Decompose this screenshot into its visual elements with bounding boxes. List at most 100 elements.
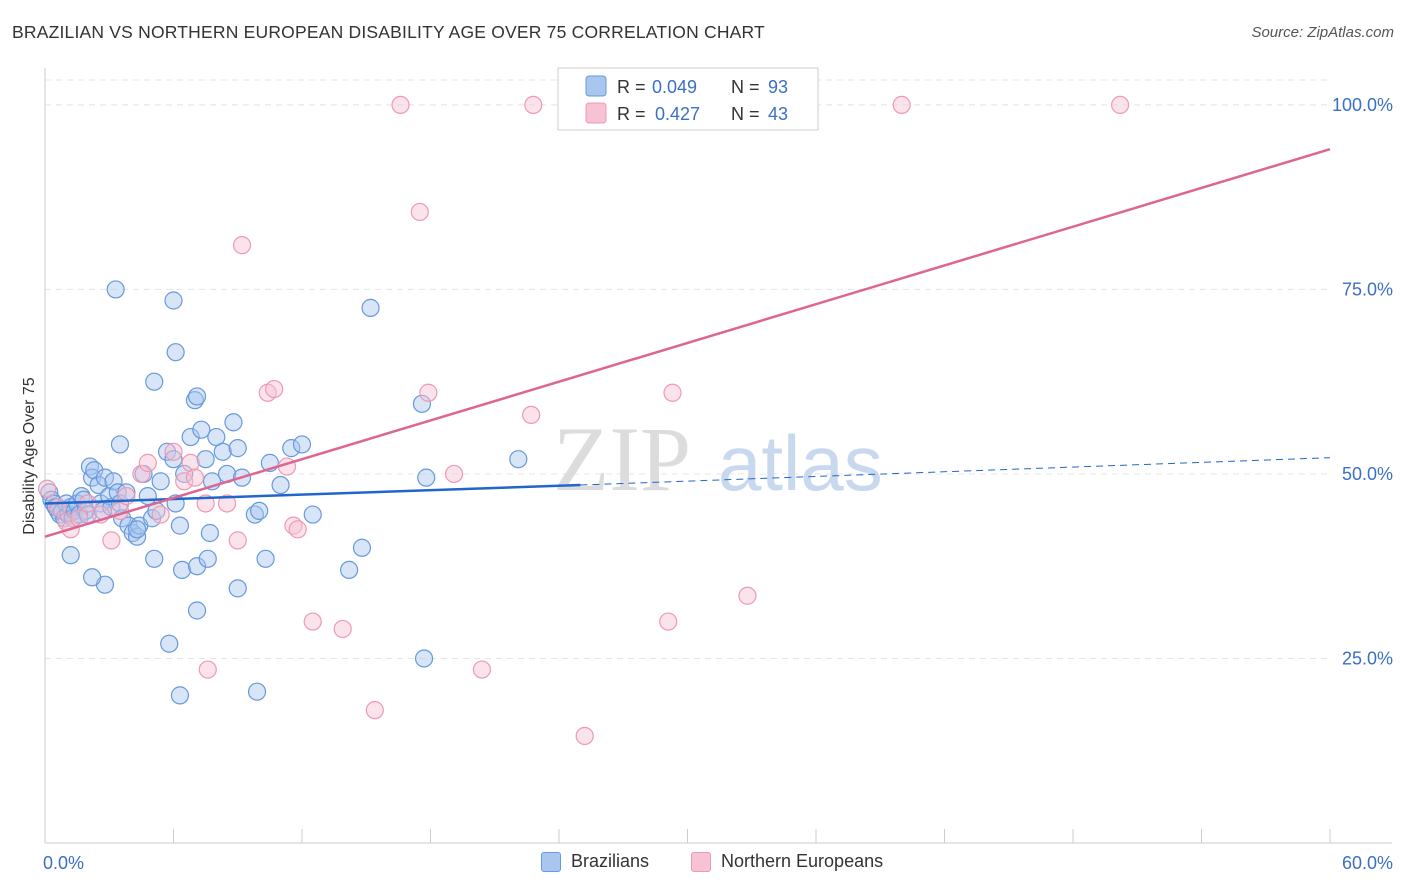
- point-0-64: [303, 505, 322, 524]
- trend-line-brazilians-extension: [580, 457, 1331, 486]
- x-tick-label-1: 60.0%: [1342, 853, 1393, 873]
- point-0-50: [196, 450, 215, 469]
- axes: [44, 68, 1392, 844]
- y-tick-label-0: 25.0%: [1342, 648, 1393, 668]
- point-0-83: [228, 579, 247, 598]
- point-0-70: [361, 298, 380, 317]
- point-0-82: [200, 523, 220, 543]
- point-0-47: [181, 427, 200, 447]
- point-1-19: [228, 531, 247, 550]
- legend-item-brazilians: Brazilians: [541, 851, 649, 872]
- point-0-81: [198, 549, 217, 568]
- point-0-73: [417, 468, 436, 487]
- point-0-86: [352, 538, 372, 557]
- point-1-42: [198, 660, 217, 679]
- point-0-71: [412, 394, 432, 413]
- legend-swatch-northern-europeans-bottom: [691, 851, 711, 872]
- point-0-38: [138, 486, 157, 506]
- point-1-12: [151, 505, 170, 524]
- y-tick-label-3: 100.0%: [1332, 95, 1393, 115]
- point-0-61: [271, 475, 290, 495]
- watermark-atlas: atlas: [718, 419, 883, 507]
- point-0-85: [340, 560, 359, 580]
- point-1-18: [217, 494, 237, 513]
- point-0-63: [292, 435, 312, 454]
- point-0-72: [509, 450, 528, 469]
- point-0-77: [83, 568, 102, 587]
- point-0-67: [166, 343, 185, 362]
- legend-top: R = 0.049 N = 93 R = 0.427 N = 43: [557, 67, 819, 131]
- trend-line-brazilians: [44, 483, 581, 505]
- legend-r-label-1: R =: [617, 104, 646, 124]
- point-0-87: [187, 601, 207, 620]
- point-1-41: [1111, 95, 1130, 115]
- point-0-46: [175, 464, 194, 484]
- point-1-16: [185, 468, 205, 487]
- legend-n-value-0: 93: [768, 77, 788, 97]
- point-1-29: [391, 95, 410, 115]
- point-1-1: [48, 498, 67, 517]
- series-northern-europeans-points: [38, 95, 1130, 746]
- point-0-74: [110, 435, 130, 454]
- legend-swatch-brazilians: [585, 75, 607, 97]
- point-1-30: [410, 202, 429, 222]
- legend-r-value-1: 0.427: [655, 104, 700, 124]
- point-0-28: [104, 472, 123, 491]
- tick-labels: 25.0% 50.0% 75.0% 100.0% 0.0% 60.0%: [43, 95, 1393, 873]
- point-0-66: [164, 291, 183, 310]
- point-1-22: [265, 379, 284, 399]
- point-1-14: [175, 472, 194, 491]
- point-0-88: [160, 634, 179, 653]
- point-0-62: [282, 439, 301, 458]
- point-0-21: [85, 461, 104, 480]
- grid-lines: [45, 79, 1330, 659]
- point-0-30: [110, 494, 130, 513]
- point-0-90: [247, 682, 267, 701]
- point-0-55: [224, 413, 243, 432]
- point-1-36: [575, 726, 594, 746]
- point-0-65: [106, 280, 125, 299]
- legend-label-northern-europeans: Northern Europeans: [721, 851, 884, 871]
- legend-r-label-0: R =: [617, 77, 646, 97]
- point-1-7: [102, 531, 121, 550]
- point-1-37: [659, 612, 678, 631]
- trend-lines: [44, 147, 1331, 538]
- point-0-78: [145, 549, 164, 568]
- point-0-43: [164, 450, 183, 469]
- watermark: ZIP atlas: [553, 408, 883, 510]
- point-0-53: [213, 442, 232, 461]
- point-0-84: [256, 549, 275, 568]
- series-brazilians-points: [40, 280, 528, 705]
- legend-n-value-1: 43: [768, 104, 788, 124]
- point-1-40: [892, 95, 911, 115]
- point-0-49: [192, 420, 211, 439]
- chart-title: BRAZILIAN VS NORTHERN EUROPEAN DISABILIT…: [12, 22, 765, 42]
- point-0-68: [145, 372, 164, 391]
- y-tick-label-1: 50.0%: [1342, 464, 1393, 484]
- point-1-38: [663, 383, 682, 402]
- point-1-20: [232, 236, 252, 255]
- point-0-75: [61, 546, 80, 565]
- point-1-33: [472, 660, 491, 679]
- point-1-34: [522, 405, 541, 425]
- point-1-15: [181, 453, 200, 472]
- point-0-91: [414, 649, 434, 668]
- point-0-89: [170, 686, 190, 705]
- legend-n-label-1: N =: [731, 104, 760, 124]
- point-1-10: [132, 464, 151, 484]
- point-0-59: [250, 501, 269, 520]
- legend-r-value-0: 0.049: [652, 77, 697, 97]
- source-label: Source: ZipAtlas.com: [1251, 24, 1394, 41]
- point-1-27: [333, 619, 352, 639]
- point-1-25: [288, 520, 307, 539]
- point-0-41: [151, 472, 170, 491]
- point-0-79: [172, 560, 192, 580]
- point-0-22: [89, 475, 108, 495]
- legend-bottom: Brazilians Northern Europeans: [0, 851, 1406, 877]
- point-0-56: [228, 439, 247, 458]
- point-1-31: [419, 383, 438, 402]
- point-1-26: [303, 612, 322, 631]
- legend-swatch-northern-europeans: [585, 102, 607, 124]
- y-tick-label-2: 75.0%: [1342, 279, 1393, 299]
